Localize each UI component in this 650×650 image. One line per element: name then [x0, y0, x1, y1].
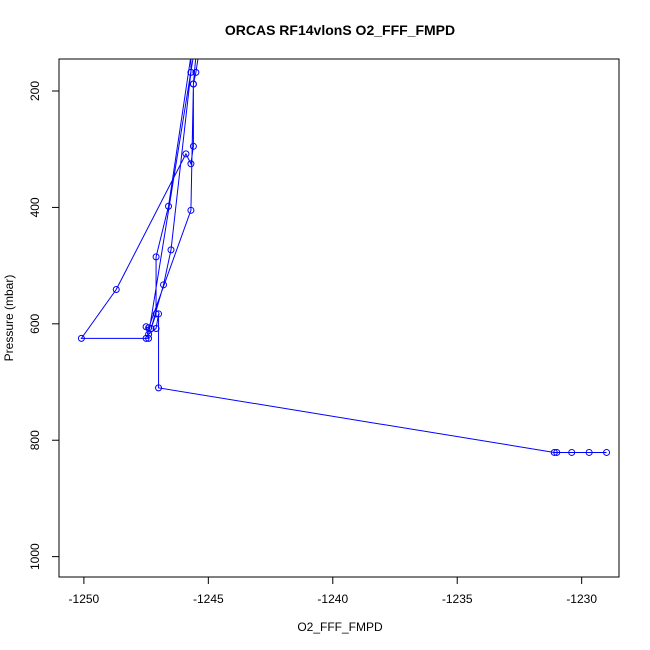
x-tick-label: -1250: [69, 592, 100, 606]
y-tick-label: 400: [28, 197, 42, 217]
data-point: [187, 68, 195, 76]
x-tick-label: -1230: [566, 592, 597, 606]
data-point: [152, 310, 160, 318]
series-line: [80, 59, 607, 453]
data-point: [145, 334, 153, 342]
series-layer: [77, 59, 611, 456]
data-point: [188, 59, 193, 60]
data-point: [112, 285, 120, 293]
data-point: [77, 334, 85, 342]
data-point: [196, 59, 201, 60]
data-point: [160, 281, 168, 289]
chart-title: ORCAS RF14vlonS O2_FFF_FMPD: [225, 22, 455, 38]
data-point: [585, 448, 593, 456]
data-point: [603, 448, 611, 456]
data-point: [192, 68, 200, 76]
data-point: [155, 310, 163, 318]
x-axis: -1250 -1245 -1240 -1235 -1230: [69, 576, 597, 606]
x-axis-label: O2_FFF_FMPD: [297, 620, 383, 634]
y-tick-label: 800: [28, 430, 42, 450]
x-tick-label: -1240: [317, 592, 348, 606]
data-point: [182, 150, 190, 158]
data-point: [165, 202, 173, 210]
data-point: [147, 324, 155, 332]
data-point: [189, 80, 197, 88]
y-axis-label: Pressure (mbar): [2, 275, 16, 362]
y-tick-label: 1000: [28, 543, 42, 570]
data-point: [152, 253, 160, 261]
data-point: [568, 448, 576, 456]
y-tick-label: 200: [28, 81, 42, 101]
data-point: [155, 384, 163, 392]
x-tick-label: -1235: [442, 592, 473, 606]
data-point: [191, 59, 196, 60]
data-point: [145, 330, 153, 338]
data-point: [553, 448, 561, 456]
data-point: [167, 246, 175, 254]
data-point: [152, 324, 160, 332]
x-tick-label: -1245: [193, 592, 224, 606]
data-point: [550, 448, 558, 456]
y-tick-label: 600: [28, 313, 42, 333]
data-point: [187, 206, 195, 214]
data-point: [193, 59, 198, 60]
plot-frame: [58, 58, 620, 578]
data-point: [189, 142, 197, 150]
data-point: [187, 160, 195, 168]
data-point: [188, 59, 193, 60]
y-axis: 200 400 600 800 1000: [28, 81, 60, 570]
